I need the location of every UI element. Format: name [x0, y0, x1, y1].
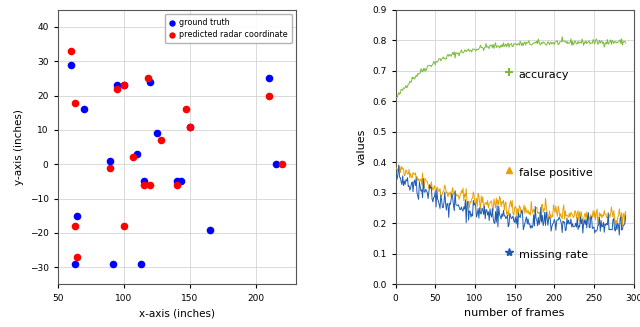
- predicted radar coordinate: [145, 182, 156, 188]
- predicted radar coordinate: [264, 93, 275, 98]
- ground truth: [108, 261, 118, 267]
- ground truth: [271, 162, 281, 167]
- ground truth: [136, 261, 146, 267]
- predicted radar coordinate: [106, 165, 116, 170]
- Legend: ground truth, predicted radar coordinate: ground truth, predicted radar coordinate: [165, 14, 292, 43]
- predicted radar coordinate: [277, 162, 287, 167]
- X-axis label: number of frames: number of frames: [465, 308, 564, 318]
- predicted radar coordinate: [138, 182, 148, 188]
- predicted radar coordinate: [112, 86, 122, 91]
- predicted radar coordinate: [118, 83, 129, 88]
- Text: missing rate: missing rate: [518, 250, 588, 261]
- ground truth: [66, 62, 76, 67]
- predicted radar coordinate: [180, 107, 191, 112]
- X-axis label: x-axis (inches): x-axis (inches): [139, 308, 214, 318]
- ground truth: [205, 227, 215, 232]
- predicted radar coordinate: [142, 76, 152, 81]
- ground truth: [185, 124, 195, 129]
- predicted radar coordinate: [70, 100, 80, 105]
- Y-axis label: y-axis (inches): y-axis (inches): [14, 109, 24, 185]
- predicted radar coordinate: [118, 224, 129, 229]
- ground truth: [118, 83, 129, 88]
- predicted radar coordinate: [172, 182, 182, 188]
- predicted radar coordinate: [66, 48, 76, 54]
- ground truth: [152, 131, 162, 136]
- predicted radar coordinate: [70, 224, 80, 229]
- ground truth: [264, 76, 275, 81]
- Text: accuracy: accuracy: [518, 70, 569, 80]
- ground truth: [106, 158, 116, 164]
- Text: false positive: false positive: [518, 168, 592, 178]
- predicted radar coordinate: [72, 254, 83, 260]
- ground truth: [175, 179, 186, 184]
- ground truth: [138, 179, 148, 184]
- predicted radar coordinate: [156, 138, 166, 143]
- ground truth: [79, 107, 89, 112]
- predicted radar coordinate: [185, 124, 195, 129]
- Y-axis label: values: values: [356, 129, 367, 165]
- ground truth: [172, 179, 182, 184]
- ground truth: [112, 83, 122, 88]
- ground truth: [70, 261, 80, 267]
- ground truth: [72, 213, 83, 218]
- ground truth: [132, 151, 142, 157]
- ground truth: [145, 79, 156, 84]
- predicted radar coordinate: [128, 155, 138, 160]
